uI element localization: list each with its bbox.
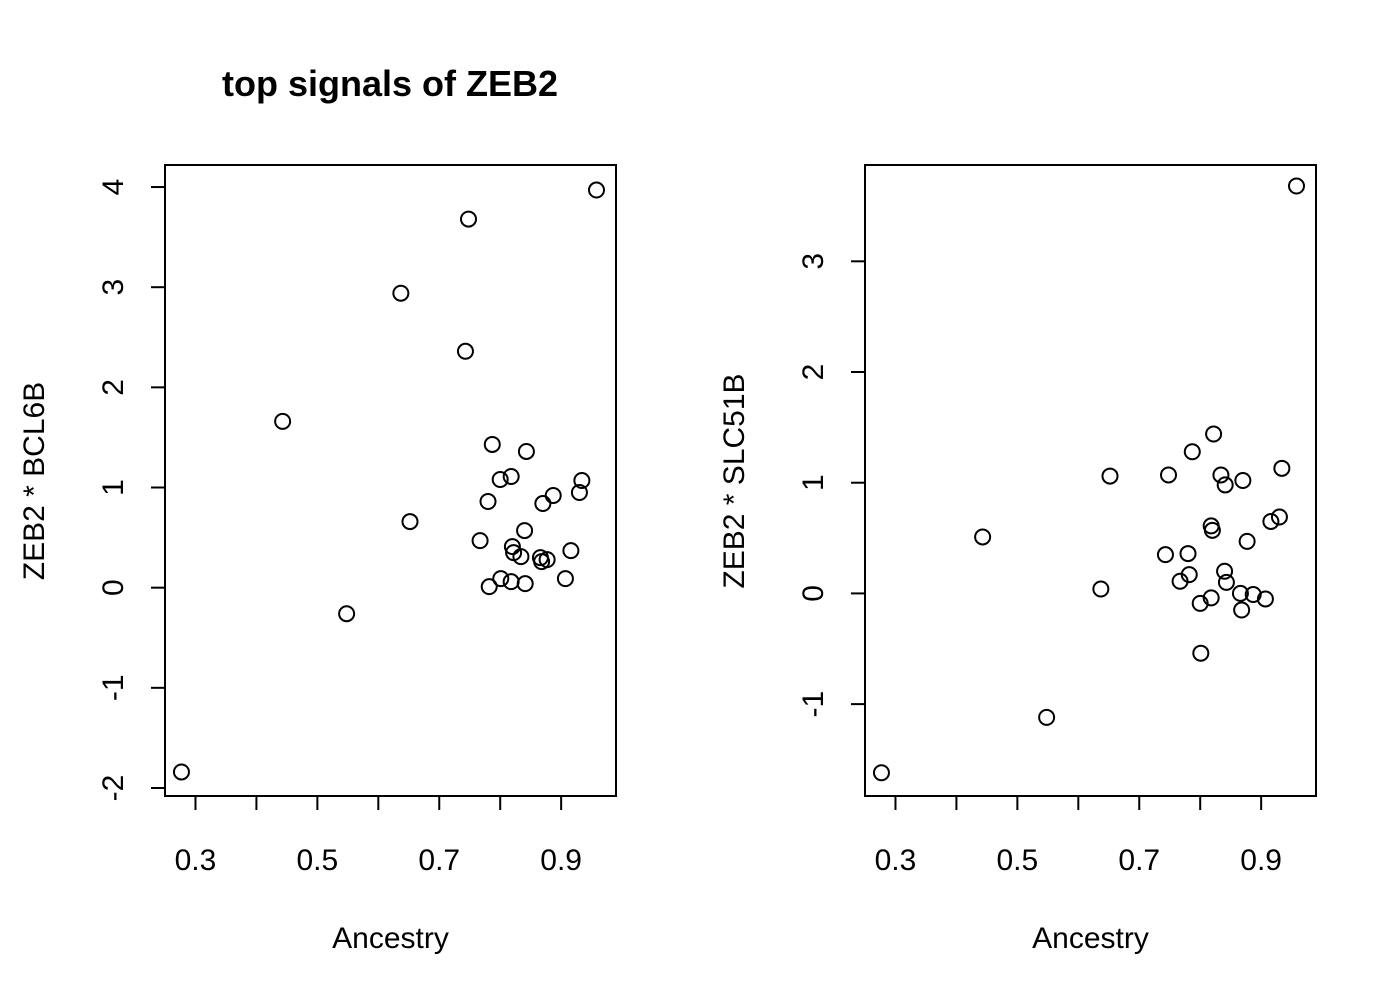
data-point	[544, 487, 562, 505]
left-scatter-panel: 0.3 0.5 0.7 0.9 -2 -1 0 1 2 3 4 Ancestry ZEB2 * BCL6…	[18, 164, 617, 955]
data-point	[1038, 708, 1056, 726]
data-point	[974, 528, 992, 546]
y-tick-label: 2	[797, 364, 830, 381]
x-tick-label: 0.5	[997, 844, 1039, 877]
data-point	[274, 412, 292, 430]
data-point	[479, 493, 497, 511]
data-point	[538, 551, 556, 569]
y-tick-label: 2	[97, 379, 130, 396]
y-tick-label: 3	[797, 253, 830, 270]
data-point	[456, 342, 474, 360]
x-axis-label: Ancestry	[332, 922, 449, 955]
x-axis-label: Ancestry	[1032, 922, 1149, 955]
data-point	[1234, 472, 1252, 489]
data-point	[172, 763, 190, 781]
data-point	[1216, 562, 1234, 580]
data-point	[556, 570, 574, 588]
data-point	[1287, 177, 1305, 195]
x-tick-label: 0.7	[1118, 844, 1160, 877]
data-point	[517, 442, 535, 460]
data-point	[1101, 467, 1119, 485]
plot-frame	[864, 164, 1317, 797]
data-point	[401, 513, 419, 531]
y-tick-label: 1	[797, 474, 830, 491]
y-tick-label: -1	[97, 674, 130, 701]
data-point	[491, 470, 509, 488]
data-point	[1238, 532, 1256, 550]
data-point	[471, 532, 489, 550]
data-point	[587, 181, 605, 199]
data-point	[570, 484, 588, 502]
data-point	[1216, 476, 1234, 494]
data-point	[1179, 545, 1197, 563]
y-tick-label: 0	[797, 585, 830, 602]
data-point	[1212, 466, 1230, 484]
data-point	[1273, 459, 1291, 477]
data-point	[492, 570, 510, 588]
y-tick-label: -1	[797, 691, 830, 718]
data-point	[1156, 546, 1174, 564]
data-point	[502, 573, 520, 591]
y-tick-label: 4	[97, 179, 130, 196]
data-point	[502, 467, 520, 485]
data-point	[562, 542, 580, 560]
data-point	[516, 575, 534, 593]
data-point	[338, 605, 356, 623]
y-tick-label: -2	[97, 775, 130, 802]
y-tick-label: 0	[97, 579, 130, 596]
y-tick-label: 3	[97, 279, 130, 296]
x-tick-label: 0.5	[297, 844, 339, 877]
data-point	[573, 472, 591, 489]
data-point	[1192, 644, 1210, 662]
y-axis-label: ZEB2 * BCL6B	[18, 382, 51, 580]
chart-title: top signals of ZEB2	[222, 63, 558, 104]
x-tick-label: 0.9	[540, 844, 582, 877]
data-point	[512, 548, 530, 566]
data-point	[1233, 601, 1251, 619]
data-point	[1160, 466, 1178, 484]
data-point	[1205, 425, 1223, 443]
data-point	[872, 764, 890, 782]
x-tick-label: 0.3	[175, 844, 217, 877]
x-tick-label: 0.9	[1240, 844, 1282, 877]
data-point	[1231, 584, 1249, 602]
y-axis-label: ZEB2 * SLC51B	[718, 373, 751, 588]
right-scatter-panel: 0.3 0.5 0.7 0.9 -1 0 1 2 3 Ancestry ZEB2 * SLC51B	[718, 164, 1317, 955]
data-point	[460, 210, 478, 228]
data-point	[1262, 512, 1280, 530]
data-point	[503, 538, 521, 556]
data-point	[1092, 580, 1110, 598]
y-tick-label: 1	[97, 479, 130, 496]
data-point	[392, 284, 410, 302]
data-point	[480, 578, 498, 596]
x-tick-label: 0.3	[875, 844, 917, 877]
data-point	[1180, 566, 1198, 584]
data-point	[1203, 521, 1221, 539]
plot-frame	[164, 164, 617, 797]
data-point	[1202, 589, 1220, 607]
data-point	[534, 495, 552, 513]
data-point	[483, 435, 501, 453]
data-point	[1217, 573, 1235, 591]
data-point	[1270, 508, 1288, 526]
data-point	[1183, 443, 1201, 461]
data-point	[516, 522, 534, 540]
data-point	[1256, 590, 1274, 608]
x-tick-label: 0.7	[418, 844, 460, 877]
data-point	[1244, 586, 1262, 604]
